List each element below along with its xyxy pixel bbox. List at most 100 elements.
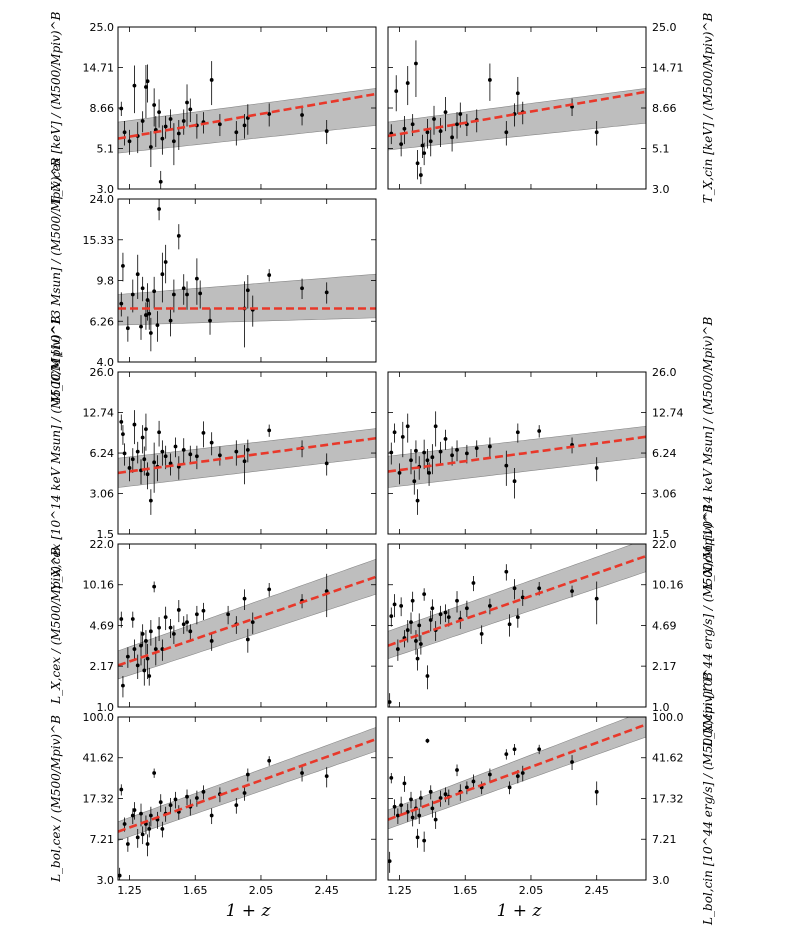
data-point	[405, 81, 410, 85]
data-point	[471, 581, 476, 585]
data-point	[173, 444, 178, 449]
y-tick-label: 5.1	[97, 142, 115, 155]
data-point	[139, 324, 143, 329]
y-tick-label: 22.0	[90, 538, 115, 551]
x-axis-label-left: 1 + z	[226, 901, 272, 921]
data-point	[145, 79, 150, 84]
data-point	[130, 292, 135, 297]
data-point	[145, 472, 150, 477]
data-point	[504, 569, 509, 574]
plot-area	[118, 61, 376, 189]
data-point	[125, 326, 130, 331]
data-point	[428, 789, 433, 794]
data-point	[209, 440, 214, 445]
y-tick-label: 100.0	[652, 711, 684, 724]
y-axis-label: L_bol,cin [10^44 erg/s] / (M500/Mpiv)^B	[701, 672, 715, 926]
data-point	[163, 260, 168, 264]
data-point	[194, 454, 199, 459]
data-point	[145, 656, 150, 661]
panel-lx-cin: 22.0 10.16 4.69 2.17 1.0 L_X,cin [10^44 erg/s…	[387, 504, 715, 748]
data-point	[433, 817, 438, 822]
y-tick-label: 10.16	[83, 579, 115, 592]
y-tick-label: 3.0	[97, 874, 115, 887]
data-point	[422, 450, 427, 455]
data-point	[121, 432, 125, 437]
data-point	[168, 803, 173, 808]
data-point	[155, 323, 160, 328]
y-tick-label: 17.32	[83, 793, 115, 806]
data-point	[415, 656, 420, 661]
data-point	[242, 791, 247, 795]
plot-area	[388, 717, 646, 873]
y-tick-label: 25.0	[652, 21, 677, 34]
data-point	[152, 103, 157, 107]
data-point	[142, 457, 147, 462]
data-point	[515, 430, 520, 435]
data-point	[234, 130, 239, 135]
data-point	[121, 683, 125, 688]
x-tick-label: 1.25	[117, 884, 142, 897]
data-point	[152, 771, 157, 775]
data-point	[507, 785, 512, 790]
data-point	[464, 606, 469, 611]
data-point	[464, 451, 469, 456]
data-point	[392, 804, 397, 809]
data-point	[394, 89, 399, 94]
data-point	[125, 842, 130, 846]
panel-tx-cin: 25.0 14.71 8.66 5.1 3.0 T_X,cin [keV] / (M500…	[387, 13, 715, 204]
data-point	[163, 124, 168, 129]
y-axis-label: L_bol,cex / (M500/Mpiv)^B	[49, 715, 63, 883]
data-point	[152, 289, 157, 294]
data-point	[428, 618, 433, 622]
data-point	[157, 430, 161, 435]
data-point	[118, 873, 122, 878]
y-tick-label: 1.5	[97, 528, 115, 541]
y-tick-label: 6.24	[652, 447, 677, 460]
data-point	[127, 139, 132, 144]
data-point	[140, 631, 145, 636]
data-point	[428, 139, 433, 144]
y-tick-label: 5.1	[652, 142, 670, 155]
confidence-band	[388, 425, 646, 488]
fit-line	[118, 92, 376, 140]
x-tick-label: 1.25	[387, 884, 412, 897]
data-point	[181, 622, 186, 627]
data-point	[119, 301, 124, 306]
y-tick-label: 3.0	[97, 183, 115, 196]
data-point	[217, 453, 222, 458]
data-point	[487, 604, 492, 608]
data-point	[300, 771, 304, 775]
data-point	[142, 668, 147, 673]
y-tick-label: 10.16	[652, 579, 684, 592]
data-point	[388, 700, 392, 704]
data-point	[234, 803, 239, 808]
data-point	[422, 151, 427, 155]
data-point	[245, 637, 250, 642]
y-tick-label: 4.0	[97, 356, 115, 369]
data-point	[405, 424, 410, 429]
y-axis-label: L_X,cin [10^44 erg/s] / (M500/Mpiv)^B	[701, 504, 715, 748]
y-tick-label: 7.21	[90, 833, 115, 846]
y-tick-label: 3.0	[652, 874, 670, 887]
data-point	[168, 625, 173, 630]
fit-line	[388, 723, 646, 821]
data-point	[245, 772, 250, 777]
y-tick-label: 17.32	[652, 793, 684, 806]
data-point	[176, 608, 181, 612]
data-point	[515, 91, 520, 96]
plot-area	[388, 411, 646, 515]
data-point	[395, 813, 400, 818]
x-tick-label: 1.65	[183, 884, 208, 897]
data-point	[208, 318, 212, 323]
data-point	[507, 622, 512, 627]
data-point	[594, 130, 599, 135]
y-axis-label: T_X,cin [keV] / (M500/Mpiv)^B	[701, 13, 715, 204]
plot-area	[388, 544, 646, 707]
data-point	[209, 78, 214, 82]
data-point	[418, 642, 423, 646]
data-point	[148, 813, 153, 818]
fit-line	[388, 435, 646, 473]
x-tick-label: 2.05	[249, 884, 274, 897]
data-point	[144, 313, 148, 317]
plot-area	[388, 40, 646, 185]
